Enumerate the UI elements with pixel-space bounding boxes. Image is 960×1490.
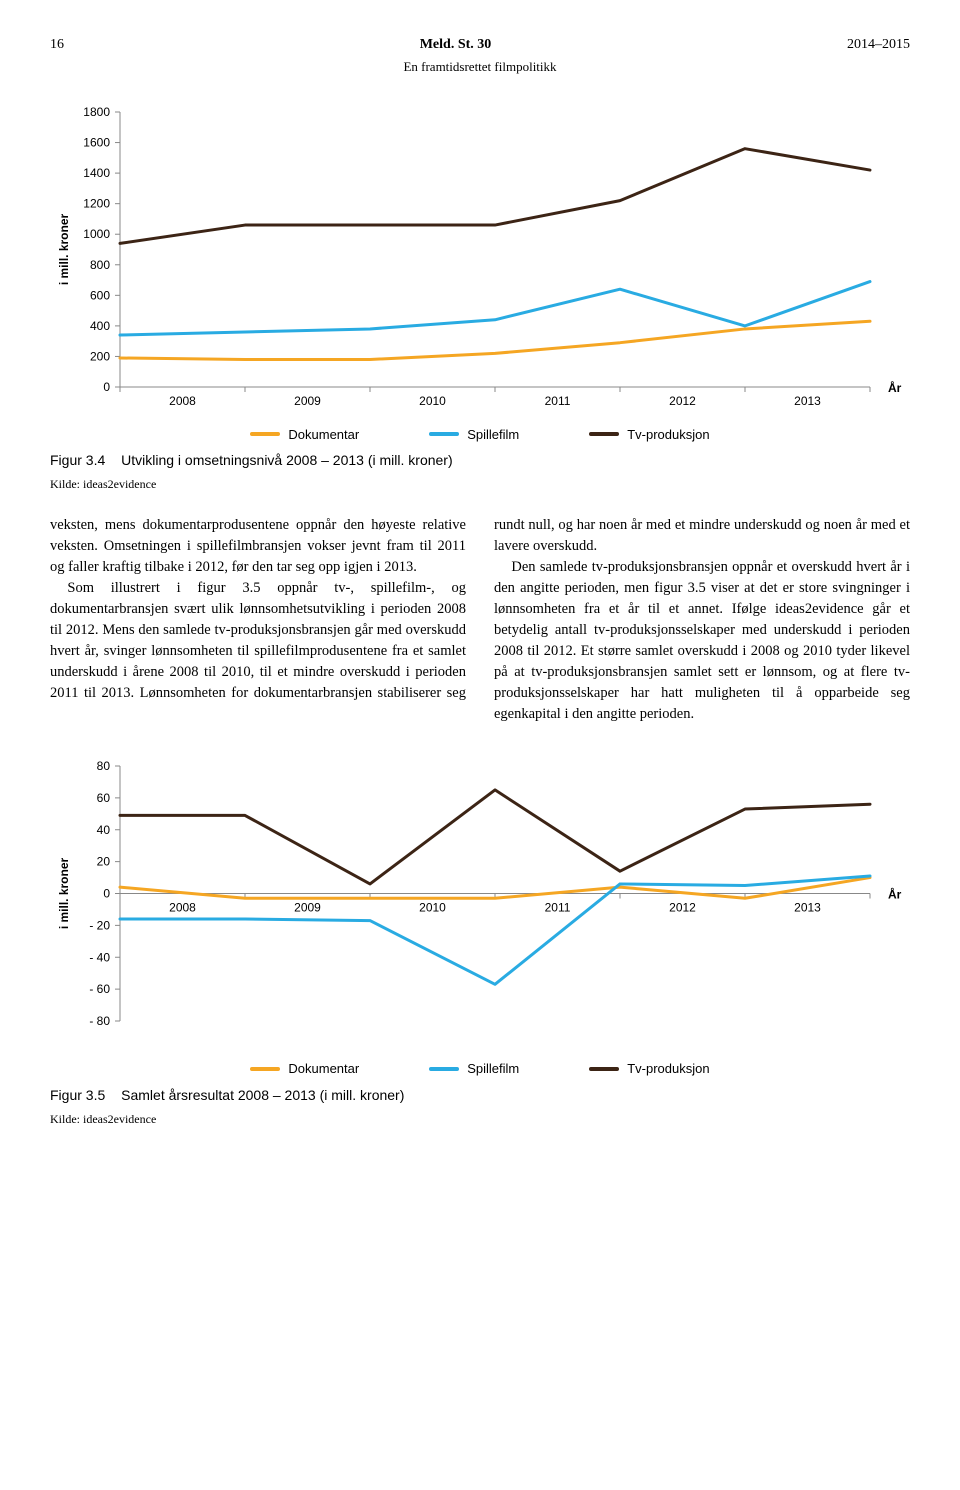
- svg-text:2013: 2013: [794, 901, 821, 915]
- doc-title: Meld. St. 30: [64, 34, 847, 55]
- figure-3-5-caption: Figur 3.5 Samlet årsresultat 2008 – 2013…: [50, 1085, 910, 1106]
- svg-text:- 40: - 40: [89, 950, 110, 964]
- fig-title: Utvikling i omsetningsnivå 2008 – 2013 (…: [121, 452, 452, 468]
- doc-years: 2014–2015: [847, 34, 910, 55]
- fig-34-source: Kilde: ideas2evidence: [50, 475, 910, 493]
- svg-text:1800: 1800: [83, 105, 110, 119]
- legend-swatch: [429, 432, 459, 436]
- svg-text:2008: 2008: [169, 901, 196, 915]
- legend-label: Tv-produksjon: [627, 425, 709, 445]
- svg-text:År: År: [888, 887, 902, 902]
- legend-label: Tv-produksjon: [627, 1059, 709, 1079]
- svg-text:År: År: [888, 380, 902, 395]
- svg-text:2012: 2012: [669, 394, 696, 408]
- legend-swatch: [250, 432, 280, 436]
- fig-title: Samlet årsresultat 2008 – 2013 (i mill. …: [121, 1087, 404, 1103]
- legend-label: Spillefilm: [467, 425, 519, 445]
- svg-text:20: 20: [97, 855, 111, 869]
- svg-text:40: 40: [97, 823, 111, 837]
- paragraph: veksten, mens dokumentarprodusentene opp…: [50, 515, 466, 578]
- svg-text:200: 200: [90, 349, 110, 363]
- svg-text:i mill. kroner: i mill. kroner: [57, 213, 71, 285]
- svg-text:80: 80: [97, 759, 111, 773]
- paragraph: Den samlede tv-produksjonsbransjen oppnå…: [494, 557, 910, 725]
- legend-item: Tv-produksjon: [589, 1059, 709, 1079]
- legend-label: Dokumentar: [288, 425, 359, 445]
- fig-num: Figur 3.5: [50, 1087, 105, 1103]
- svg-text:1200: 1200: [83, 196, 110, 210]
- svg-text:2010: 2010: [419, 394, 446, 408]
- legend-swatch: [589, 1067, 619, 1071]
- legend-item: Spillefilm: [429, 1059, 519, 1079]
- page-number: 16: [50, 34, 64, 55]
- svg-text:1000: 1000: [83, 227, 110, 241]
- page-header: 16 Meld. St. 30 2014–2015: [50, 34, 910, 55]
- svg-text:2011: 2011: [545, 901, 571, 915]
- legend-swatch: [429, 1067, 459, 1071]
- svg-text:- 20: - 20: [89, 919, 110, 933]
- svg-text:0: 0: [103, 887, 110, 901]
- chart1-legend: Dokumentar Spillefilm Tv-produksjon: [50, 425, 910, 445]
- legend-swatch: [250, 1067, 280, 1071]
- svg-text:- 60: - 60: [89, 982, 110, 996]
- chart-aarsresultat: i mill. kroner - 80 - 60 - 40 - 20 0 20 40 60 80 2…: [50, 751, 910, 1051]
- svg-text:2011: 2011: [545, 394, 571, 408]
- figure-3-4-caption: Figur 3.4 Utvikling i omsetningsnivå 200…: [50, 450, 910, 471]
- svg-text:- 80: - 80: [89, 1014, 110, 1028]
- svg-text:400: 400: [90, 318, 110, 332]
- legend-item: Dokumentar: [250, 425, 359, 445]
- legend-item: Dokumentar: [250, 1059, 359, 1079]
- fig-num: Figur 3.4: [50, 452, 105, 468]
- legend-label: Dokumentar: [288, 1059, 359, 1079]
- svg-text:2008: 2008: [169, 394, 196, 408]
- svg-text:2012: 2012: [669, 901, 696, 915]
- svg-text:1600: 1600: [83, 135, 110, 149]
- svg-text:800: 800: [90, 257, 110, 271]
- svg-text:i mill. kroner: i mill. kroner: [57, 858, 71, 930]
- chart2-legend: Dokumentar Spillefilm Tv-produksjon: [50, 1059, 910, 1079]
- body-text: veksten, mens dokumentarprodusentene opp…: [50, 515, 910, 725]
- doc-subtitle: En framtidsrettet filmpolitikk: [50, 57, 910, 77]
- chart-svg: i mill. kroner - 80 - 60 - 40 - 20 0 20 40 60 80 2…: [50, 751, 910, 1051]
- svg-text:0: 0: [103, 380, 110, 394]
- chart-omsetning: i mill. kroner 0 200 400 600 800 1000 1200 1400 1…: [50, 97, 910, 417]
- legend-label: Spillefilm: [467, 1059, 519, 1079]
- chart-svg: i mill. kroner 0 200 400 600 800 1000 1200 1400 1…: [50, 97, 910, 417]
- svg-text:2010: 2010: [419, 901, 446, 915]
- svg-text:2013: 2013: [794, 394, 821, 408]
- svg-text:1400: 1400: [83, 166, 110, 180]
- fig-35-source: Kilde: ideas2evidence: [50, 1110, 910, 1128]
- legend-swatch: [589, 432, 619, 436]
- legend-item: Tv-produksjon: [589, 425, 709, 445]
- legend-item: Spillefilm: [429, 425, 519, 445]
- svg-text:2009: 2009: [294, 901, 321, 915]
- svg-text:2009: 2009: [294, 394, 321, 408]
- svg-text:600: 600: [90, 288, 110, 302]
- svg-text:60: 60: [97, 791, 111, 805]
